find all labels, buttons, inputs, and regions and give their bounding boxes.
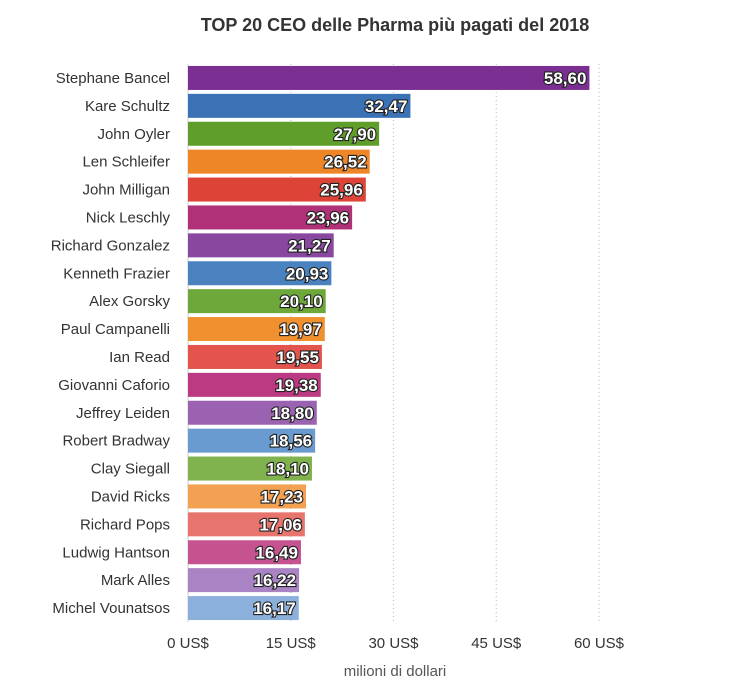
bar <box>188 93 411 118</box>
x-axis-label: milioni di dollari <box>344 663 447 680</box>
category-label: Richard Gonzalez <box>51 237 170 254</box>
category-label: Kenneth Frazier <box>63 265 170 282</box>
data-label: 21,27 <box>288 236 331 255</box>
data-label: 16,17 <box>253 599 296 618</box>
category-label: Paul Campanelli <box>61 321 170 338</box>
data-label: 16,49 <box>255 543 298 562</box>
bar <box>188 512 305 537</box>
x-tick-label: 60 US$ <box>574 635 625 652</box>
data-label: 17,23 <box>260 487 303 506</box>
x-axis-ticks: 0 US$ 15 US$ 30 US$ 45 US$ 60 US$ <box>167 635 625 652</box>
data-label: 18,10 <box>266 460 309 479</box>
data-label: 18,80 <box>271 404 314 423</box>
category-label: Len Schleifer <box>82 154 170 171</box>
gridlines <box>187 64 600 622</box>
bar <box>188 456 312 481</box>
data-label: 19,55 <box>276 348 319 367</box>
bar <box>188 400 317 425</box>
data-label: 17,06 <box>259 515 302 534</box>
category-labels: Stephane Bancel Kare Schultz John Oyler Len… <box>51 70 171 617</box>
data-label: 58,60 <box>544 69 587 88</box>
category-label: Clay Siegall <box>91 461 170 478</box>
category-label: Jeffrey Leiden <box>76 405 170 422</box>
category-label: Giovanni Caforio <box>58 377 170 394</box>
category-label: Robert Bradway <box>62 433 170 450</box>
category-label: Kare Schultz <box>85 98 170 115</box>
category-label: Nick Leschly <box>86 209 171 226</box>
bar <box>188 568 300 593</box>
bar <box>188 65 590 90</box>
value-labels: 58,60 32,47 27,90 26,52 25,96 23,96 21,27 20,93… <box>252 68 587 619</box>
x-tick-label: 30 US$ <box>368 635 419 652</box>
data-label: 26,52 <box>324 153 367 172</box>
category-label: Ian Read <box>109 349 170 366</box>
bar <box>188 149 370 174</box>
data-label: 27,90 <box>334 125 377 144</box>
bars <box>188 65 590 621</box>
bar <box>188 540 301 565</box>
bar <box>188 205 353 230</box>
data-label: 19,97 <box>279 320 322 339</box>
data-label: 18,56 <box>270 432 313 451</box>
bar <box>188 372 321 397</box>
data-label: 20,93 <box>286 264 329 283</box>
bar <box>188 596 299 621</box>
data-label: 20,10 <box>280 292 323 311</box>
bar <box>188 317 325 342</box>
category-label: Mark Alles <box>101 572 170 589</box>
category-label: Stephane Bancel <box>56 70 170 87</box>
data-label: 16,22 <box>254 571 297 590</box>
bar <box>188 428 316 453</box>
category-label: David Ricks <box>91 488 170 505</box>
bar <box>188 177 366 202</box>
bar <box>188 289 326 314</box>
category-label: Ludwig Hantson <box>62 544 170 561</box>
data-label: 19,38 <box>275 376 318 395</box>
x-tick-label: 15 US$ <box>266 635 317 652</box>
category-label: John Milligan <box>82 182 170 199</box>
bar <box>188 484 307 509</box>
data-label: 32,47 <box>365 97 408 116</box>
bar <box>188 261 332 286</box>
bar <box>188 344 322 369</box>
data-label: 23,96 <box>307 208 350 227</box>
x-tick-label: 0 US$ <box>167 635 209 652</box>
category-label: John Oyler <box>97 126 170 143</box>
category-label: Richard Pops <box>80 516 170 533</box>
chart-title: TOP 20 CEO delle Pharma più pagati del 2… <box>201 15 590 35</box>
x-tick-label: 45 US$ <box>471 635 522 652</box>
category-label: Alex Gorsky <box>89 293 170 310</box>
bar <box>188 121 380 146</box>
bar <box>188 233 334 258</box>
data-label: 25,96 <box>320 181 363 200</box>
category-label: Michel Vounatsos <box>52 600 170 617</box>
